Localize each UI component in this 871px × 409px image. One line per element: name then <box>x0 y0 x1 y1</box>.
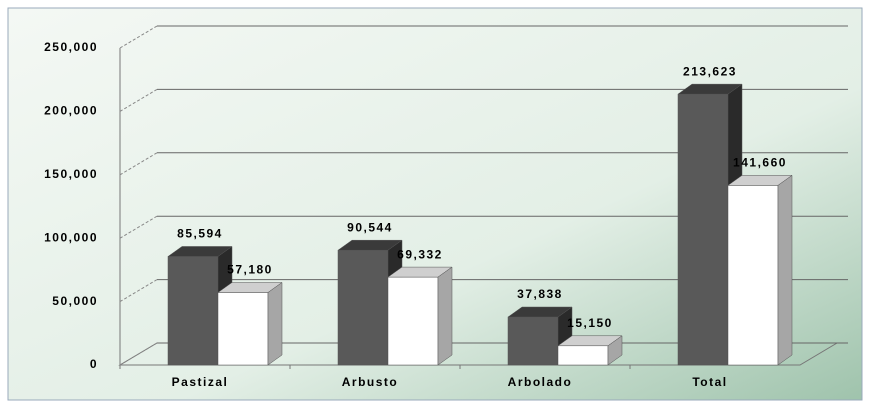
bar-front <box>507 316 559 366</box>
value-label: 90,544 <box>347 220 393 234</box>
y-tick-label: 250,000 <box>44 40 98 54</box>
bar-front <box>217 292 269 366</box>
y-tick-label: 0 <box>90 357 98 371</box>
x-tick-label: Arbusto <box>342 375 399 389</box>
value-label: 37,838 <box>517 287 563 301</box>
value-label: 57,180 <box>227 263 273 277</box>
value-label: 15,150 <box>567 316 613 330</box>
bar-front <box>727 185 779 366</box>
value-label: 85,594 <box>177 227 223 241</box>
value-label: 213,623 <box>683 64 737 78</box>
bar-side <box>607 335 623 366</box>
tick-connector <box>119 152 158 176</box>
x-tick-label: Total <box>692 375 727 389</box>
x-tick-label: Pastizal <box>172 375 229 389</box>
bar-front <box>337 249 389 366</box>
y-tick-label: 150,000 <box>44 167 98 181</box>
value-label: 141,660 <box>733 156 787 170</box>
tick-connector <box>119 342 158 366</box>
bar-front <box>557 345 609 366</box>
tick-connector <box>119 25 158 49</box>
bar-front <box>677 93 729 366</box>
tick-connector <box>119 279 158 303</box>
value-label: 69,332 <box>397 247 443 261</box>
tick-connector <box>119 215 158 239</box>
x-tick-label: Arbolado <box>508 375 573 389</box>
bar-side <box>437 266 453 366</box>
y-tick-label: 200,000 <box>44 104 98 118</box>
bar-front <box>167 256 219 366</box>
tick-connector <box>119 88 158 112</box>
bar-side <box>267 282 283 366</box>
bar-side <box>777 174 793 366</box>
y-tick-label: 50,000 <box>52 294 98 308</box>
y-tick-label: 100,000 <box>44 230 98 244</box>
bar-front <box>387 276 439 366</box>
